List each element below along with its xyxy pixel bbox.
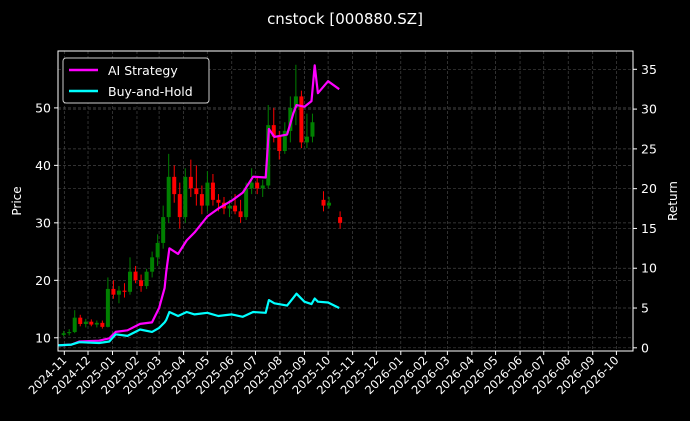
y-right-tick-label: 15 [641, 221, 657, 236]
candle-body [188, 176, 193, 189]
candle-body [128, 271, 133, 292]
candle-body [249, 182, 254, 189]
candle-body [293, 96, 298, 108]
y-right-tick-label: 30 [641, 102, 657, 117]
y-left-tick-label: 10 [35, 330, 51, 345]
candle-body [233, 205, 238, 212]
candle-body [105, 288, 110, 327]
y-right-tick-label: 20 [641, 181, 657, 196]
candle-body [139, 280, 144, 287]
plot-frame [57, 50, 634, 352]
candle-body [78, 317, 83, 324]
y-right-tick-label: 10 [641, 261, 657, 276]
candle-body [172, 176, 177, 195]
axes: 2024-112024-122025-012025-022025-032025-… [26, 62, 657, 397]
candle-body [150, 257, 155, 272]
candle-body [327, 202, 332, 206]
candle-body [177, 194, 182, 218]
series-lines [57, 64, 340, 347]
candle-body [216, 199, 221, 203]
candle-body [238, 211, 243, 218]
candle-body [89, 321, 94, 325]
candle-body [155, 242, 160, 258]
y-right-tick-label: 35 [641, 62, 657, 77]
candle-body [199, 194, 204, 206]
y-right-tick-label: 0 [641, 340, 649, 355]
candle-body [299, 96, 304, 143]
candle-body [194, 188, 199, 195]
y-left-tick-label: 40 [35, 158, 51, 173]
candle-body [144, 271, 149, 287]
candle-body [133, 271, 138, 281]
y-axis-left-label: Price [10, 186, 24, 215]
candle-body [94, 322, 99, 325]
candle-body [227, 205, 232, 209]
legend-label-ai: AI Strategy [108, 63, 178, 78]
candle-body [310, 122, 315, 137]
legend-label-bh: Buy-and-Hold [108, 84, 193, 99]
candle-body [260, 185, 265, 189]
candle-body [338, 217, 343, 223]
series-line-ai-strategy [57, 64, 340, 347]
candle-body [288, 107, 293, 131]
candle-body [122, 290, 127, 292]
y-left-tick-label: 20 [35, 273, 51, 288]
legend-box [62, 57, 210, 104]
y-axis-right-label: Return [666, 181, 680, 221]
series-line-buy-and-hold [57, 292, 340, 347]
candle-body [210, 182, 215, 200]
candle-body [100, 322, 105, 327]
candle-body [277, 136, 282, 151]
candle-body [205, 182, 210, 206]
candle-body [67, 332, 72, 334]
candle-body [116, 290, 121, 295]
candle-body [183, 176, 188, 218]
candle-body [72, 317, 77, 333]
candle-body [61, 333, 66, 335]
candle-body [304, 136, 309, 143]
legend: AI Strategy Buy-and-Hold [62, 57, 210, 104]
candle-body [166, 176, 171, 218]
y-right-tick-label: 25 [641, 141, 657, 156]
y-left-tick-label: 50 [35, 100, 51, 115]
candle-body [255, 182, 260, 189]
candle-body [271, 125, 276, 137]
y-left-tick-label: 30 [35, 215, 51, 230]
candle-body [321, 199, 326, 206]
y-right-tick-label: 5 [641, 301, 649, 316]
candle-body [282, 130, 287, 151]
candle-body [244, 188, 249, 218]
chart-title: cnstock [000880.SZ] [267, 10, 423, 28]
candle-body [111, 288, 116, 295]
candle-body [83, 321, 88, 324]
candle-body [161, 217, 166, 243]
